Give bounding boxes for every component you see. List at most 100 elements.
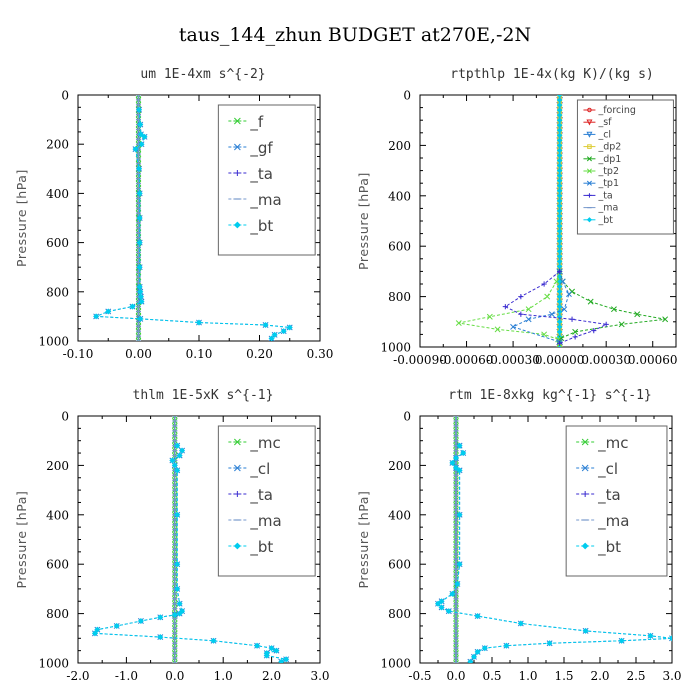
legend-label: _ma [249, 512, 281, 531]
panel-title: rtm 1E-8xkg kg^{-1} s^{-1} [448, 388, 652, 403]
data-point [544, 293, 551, 300]
x-tick-label: 1.5 [554, 669, 573, 683]
series-ta [502, 268, 609, 346]
y-axis-label: Pressure [hPa] [356, 172, 371, 270]
series-tp1 [510, 268, 572, 345]
legend-label: _cl [249, 460, 270, 479]
series-dp1 [556, 268, 669, 347]
legend-label: _dp1 [597, 154, 621, 165]
legend-marker [586, 168, 592, 174]
series-bt [91, 442, 290, 663]
legend-item: _ta [228, 486, 273, 505]
data-point [494, 326, 501, 333]
legend-item: _cl [583, 129, 611, 140]
data-point [262, 321, 269, 329]
plot-area [434, 416, 672, 663]
data-point [268, 645, 275, 652]
y-tick-label: 600 [46, 558, 69, 572]
data-point [572, 328, 579, 335]
data-point [474, 613, 481, 620]
legend-label: _bt [249, 538, 273, 557]
x-tick-label: -0.5 [408, 669, 431, 683]
data-point [136, 264, 143, 271]
data-point [135, 338, 142, 341]
legend-marker [234, 143, 241, 151]
data-point [618, 637, 625, 644]
legend-marker [234, 117, 241, 125]
data-point [136, 106, 143, 113]
y-tick-label: 400 [46, 187, 69, 201]
x-tick-label: 0.00060 [628, 353, 678, 367]
legend-label: _forcing [597, 105, 636, 116]
legend-item: _ma [228, 512, 282, 531]
x-tick-label: 3.0 [310, 669, 329, 683]
legend-marker [587, 193, 592, 198]
y-tick-label: 400 [46, 508, 69, 522]
y-tick-label: 200 [46, 138, 69, 152]
x-tick-label: 2.5 [626, 669, 645, 683]
legend-marker [586, 119, 593, 126]
data-point [456, 467, 463, 474]
panel-title: thlm 1E-5xK s^{-1} [133, 388, 274, 403]
legend-label: _ma [249, 191, 281, 210]
panel-title: um 1E-4xm s^{-2} [140, 67, 265, 82]
legend-label: _tp1 [597, 178, 619, 189]
y-tick-label: 600 [388, 558, 411, 572]
data-point [557, 268, 563, 274]
legend-label: _ma [597, 512, 629, 531]
data-point [286, 324, 293, 331]
data-point [481, 645, 488, 652]
series-line [504, 271, 608, 344]
data-point [565, 291, 572, 298]
legend-item: _tp2 [583, 166, 619, 177]
y-axis-label: Pressure [hPa] [14, 169, 29, 267]
y-tick-label: 0 [403, 89, 411, 103]
data-point [572, 334, 578, 340]
data-point [452, 464, 460, 471]
data-point [280, 328, 287, 335]
data-point [456, 511, 463, 518]
legend-label: _ta [597, 486, 621, 505]
y-tick-label: 1000 [380, 657, 411, 671]
x-tick-label: -0.00030 [486, 353, 540, 367]
y-tick-label: 200 [388, 459, 411, 473]
data-point [137, 315, 144, 322]
data-point [518, 311, 524, 317]
data-point [176, 452, 183, 459]
legend-marker [587, 144, 592, 149]
legend-marker [581, 464, 589, 472]
data-point [172, 416, 178, 419]
y-axis-label: Pressure [hPa] [14, 490, 29, 588]
data-point [546, 640, 553, 647]
y-tick-label: 800 [388, 290, 411, 304]
thlm-panel: thlm 1E-5xK s^{-1} Pressure [hPa] 0 200 400 6… [14, 388, 330, 683]
figure-title: taus_144_zhun BUDGET at270E,-2N [179, 24, 531, 46]
panel-title: rtpthlp 1E-4x(kg K)/(kg s) [450, 67, 654, 82]
legend-marker [582, 491, 589, 497]
y-tick-label: 1000 [380, 341, 411, 355]
series-tp2 [455, 268, 563, 347]
y-tick-label: 200 [46, 459, 69, 473]
legend-box [217, 104, 316, 256]
legend-label: _dp2 [597, 142, 621, 153]
legend-label: _ma [597, 203, 618, 214]
legend-marker [581, 438, 589, 446]
legend-label: _tp2 [597, 166, 619, 177]
x-tick-label: 0.30 [307, 347, 334, 361]
data-point [503, 642, 510, 649]
data-point [174, 442, 181, 449]
data-point [517, 620, 524, 627]
legend-item: _dp2 [583, 142, 621, 153]
data-point [610, 306, 617, 313]
legend-label: _cl [597, 460, 618, 479]
legend: _f _gf _ta _ma _bt [217, 104, 316, 256]
legend-marker [586, 217, 593, 223]
data-point [136, 165, 143, 172]
legend-marker [587, 107, 592, 113]
data-point [283, 656, 290, 663]
x-tick-label: 0.5 [482, 669, 501, 683]
data-point [169, 457, 176, 464]
series-bt [93, 106, 293, 341]
legend-label: _f [249, 113, 263, 132]
data-point [449, 459, 456, 466]
